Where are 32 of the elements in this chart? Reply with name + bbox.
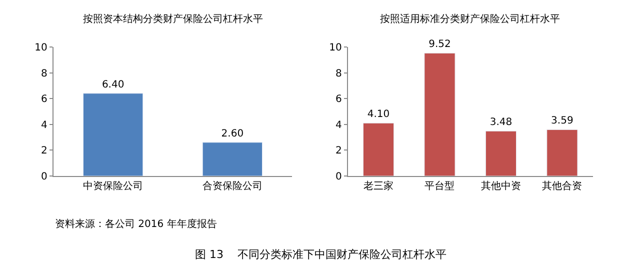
data-label: 9.52	[428, 39, 451, 50]
y-tick-label: 0	[336, 171, 342, 182]
y-tick-label: 4	[336, 120, 342, 131]
data-label: 3.48	[490, 117, 512, 128]
y-tick-label: 8	[41, 68, 48, 80]
y-tick-label: 2	[336, 146, 342, 157]
chart-title: 按照资本结构分类财产保险公司杠杆水平	[83, 13, 263, 25]
y-tick-label: 10	[329, 42, 342, 54]
data-label: 3.59	[551, 116, 574, 127]
caption: 图 13 不同分类标准下中国财产保险公司杠杆水平	[195, 248, 446, 261]
data-label: 6.40	[102, 79, 124, 90]
x-tick-label: 合资保险公司	[202, 180, 262, 192]
chart-title: 按照适用标准分类财产保险公司杠杆水平	[380, 13, 560, 25]
bar	[546, 129, 578, 176]
data-label: 4.10	[367, 109, 390, 120]
y-tick-label: 8	[336, 68, 342, 80]
y-tick-label: 6	[41, 94, 48, 106]
y-tick-label: 2	[41, 146, 48, 157]
x-tick-label: 其他合资	[542, 180, 582, 192]
x-tick-label: 中资保险公司	[83, 180, 144, 192]
y-tick-label: 4	[41, 120, 48, 131]
y-tick-label: 0	[41, 171, 48, 182]
text: 资料来源：各公司 2016 年年度报告	[55, 218, 217, 230]
y-tick-label: 6	[336, 94, 342, 106]
y-tick-label: 10	[34, 42, 48, 54]
bar	[424, 52, 456, 176]
bar	[485, 130, 517, 176]
x-tick-label: 老三家	[364, 180, 394, 192]
x-tick-label: 其他中资	[480, 180, 521, 192]
data-label: 2.60	[221, 128, 244, 140]
x-tick-label: 平台型	[424, 180, 455, 192]
bar	[362, 122, 394, 176]
